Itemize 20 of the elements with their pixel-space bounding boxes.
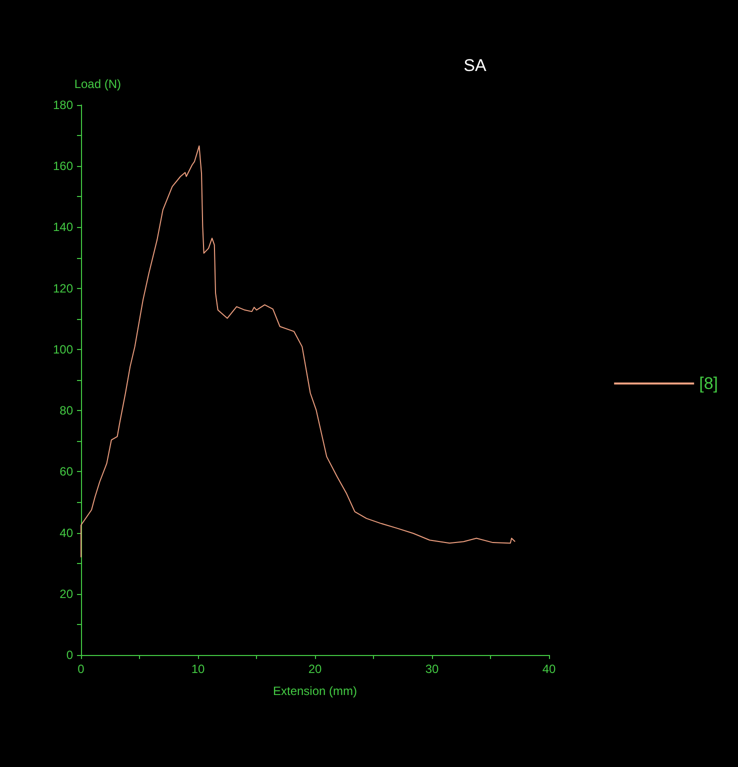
- y-tick-label: 180: [52, 98, 74, 112]
- y-tick-label: 140: [52, 220, 74, 234]
- x-tick-label: 30: [425, 662, 439, 676]
- y-tick-label: 80: [60, 404, 74, 418]
- y-tick-label: 60: [60, 464, 74, 479]
- y-tick-label: 100: [52, 342, 74, 356]
- y-tick-label: 0: [66, 648, 74, 662]
- x-tick-label: 40: [542, 662, 556, 676]
- y-tick-label: 40: [60, 526, 74, 540]
- x-tick-label: 20: [308, 662, 322, 676]
- y-axis-title: Load (N): [74, 77, 122, 91]
- chart-title: SA: [464, 56, 487, 75]
- line-series: [80, 145, 516, 558]
- y-tick-label: 120: [52, 281, 74, 296]
- x-tick-label: 0: [78, 662, 85, 676]
- x-axis-title: Extension (mm): [272, 684, 358, 698]
- x-tick-label: 10: [191, 662, 205, 676]
- legend-label: [8]: [699, 374, 718, 393]
- y-tick-label: 160: [52, 159, 74, 174]
- y-tick-label: 20: [60, 586, 74, 601]
